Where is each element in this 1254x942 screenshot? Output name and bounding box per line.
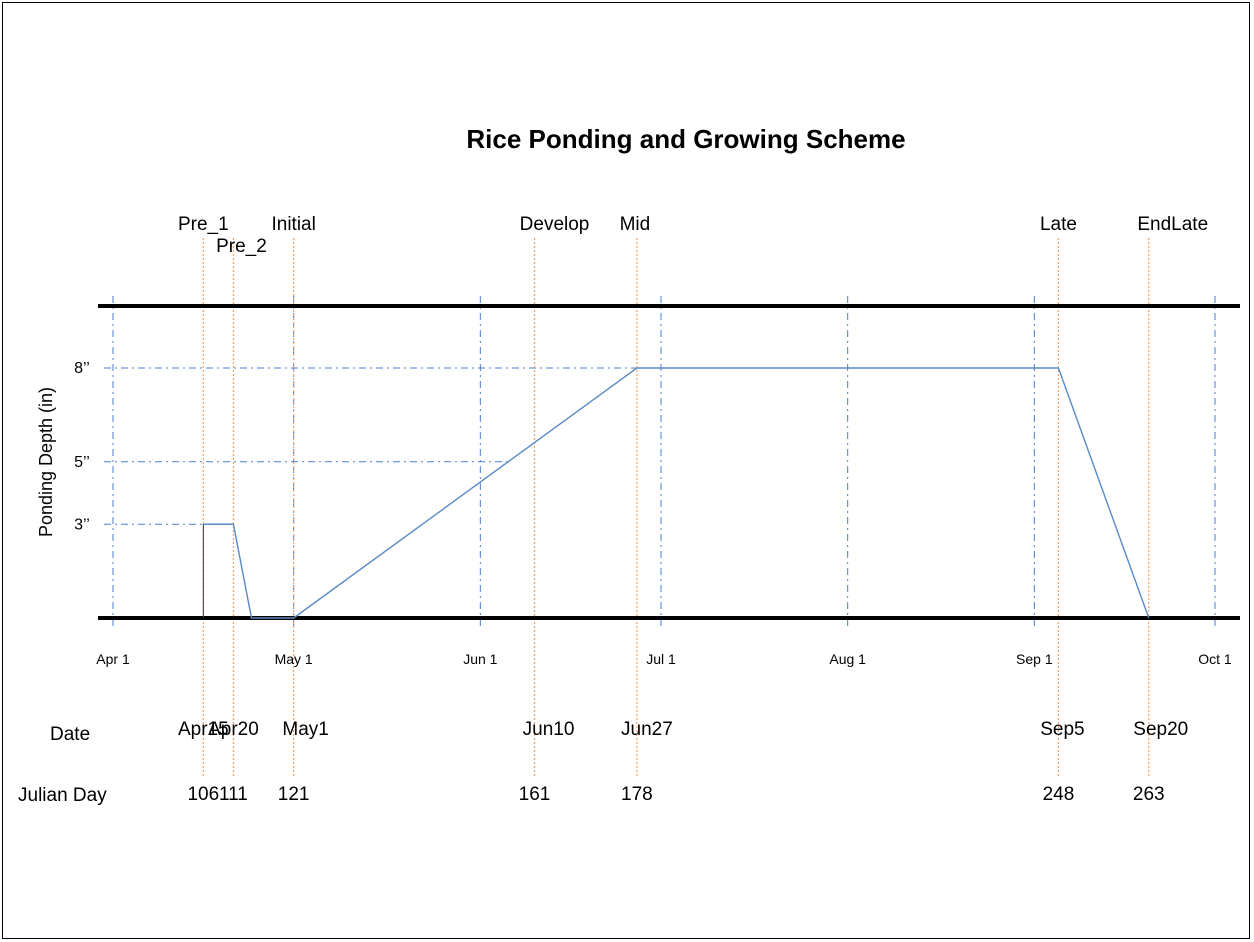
stage-label: Pre_1 [178, 214, 229, 235]
julian-day-label: 248 [1043, 784, 1075, 805]
stage-label: Mid [620, 214, 651, 235]
y-tick-label: 8’’ [74, 360, 90, 377]
julian-day-label: 263 [1133, 784, 1165, 805]
julian-day-label: 161 [519, 784, 551, 805]
julian-row-label: Julian Day [18, 785, 107, 806]
stage-date-label: Sep20 [1133, 719, 1188, 740]
month-tick-label: May 1 [275, 651, 313, 667]
month-tick-label: Sep 1 [1016, 651, 1053, 667]
stage-date-label: Sep5 [1040, 719, 1084, 740]
y-axis-label: Ponding Depth (in) [36, 387, 56, 537]
stage-date-label: May1 [282, 719, 328, 740]
stage-date-label: Jun10 [523, 719, 575, 740]
stage-label: Initial [271, 214, 315, 235]
stage-label: Late [1040, 214, 1077, 235]
julian-day-label: 178 [621, 784, 653, 805]
stage-date-label: Apr20 [208, 719, 259, 740]
month-tick-label: Jun 1 [463, 651, 497, 667]
julian-day-label: 111 [219, 784, 248, 805]
date-row-label: Date [50, 724, 90, 745]
y-tick-labels: 3’’ 5’’ 8’’ [74, 360, 90, 533]
julian-day-labels: 106 111 121 161 178 248 263 [187, 784, 1164, 805]
stage-label: EndLate [1137, 214, 1208, 235]
month-tick-label: Jul 1 [646, 651, 676, 667]
stage-date-label: Apr15 [178, 719, 229, 740]
stage-lines [202, 238, 1150, 776]
month-tick-labels: Apr 1 May 1 Jun 1 Jul 1 Aug 1 Sep 1 Oct 1 [96, 651, 1232, 667]
month-tick-label: Apr 1 [96, 651, 130, 667]
ponding-depth-line [203, 367, 1150, 619]
chart-title: Rice Ponding and Growing Scheme [466, 124, 905, 154]
stage-label: Develop [520, 214, 590, 235]
y-gridlines [104, 367, 637, 525]
stage-date-label: Jun27 [621, 719, 673, 740]
y-tick-label: 5’’ [74, 454, 90, 471]
julian-day-label: 121 [278, 784, 310, 805]
julian-day-label: 106 [187, 784, 219, 805]
month-tick-label: Oct 1 [1198, 651, 1232, 667]
month-tick-label: Aug 1 [829, 651, 866, 667]
y-tick-label: 3’’ [74, 516, 90, 533]
stage-label: Pre_2 [216, 236, 267, 257]
